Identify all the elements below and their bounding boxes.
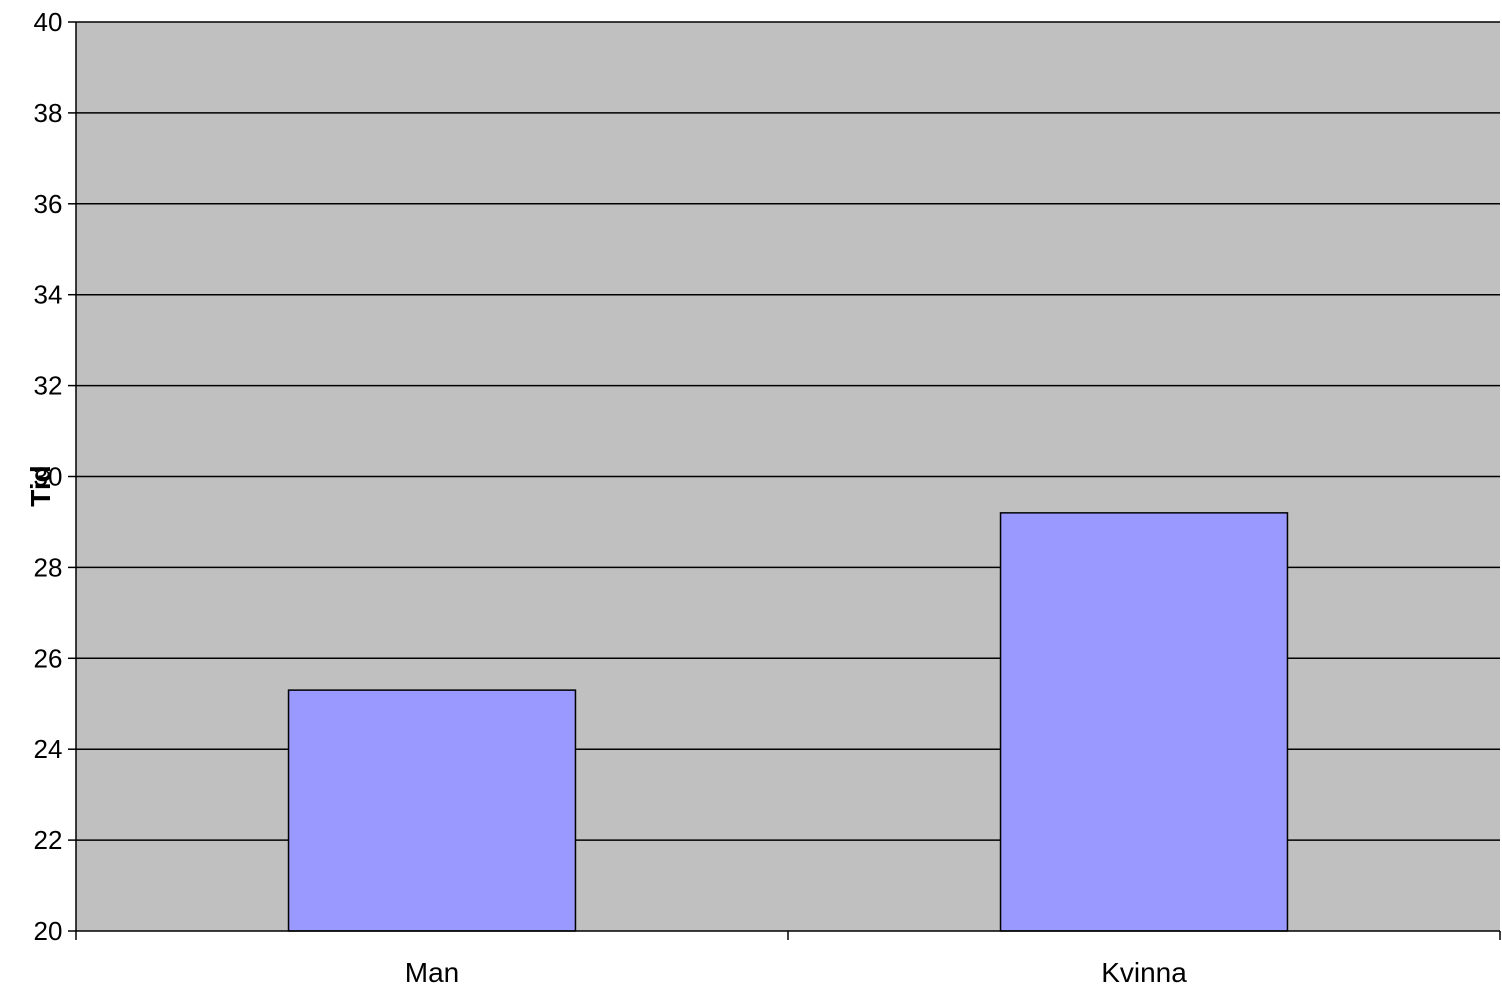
y-tick-label: 40 bbox=[34, 7, 63, 37]
y-tick-label: 38 bbox=[34, 98, 63, 128]
x-category-label: Kvinna bbox=[1101, 957, 1187, 988]
y-tick-label: 24 bbox=[34, 734, 63, 764]
gridlines bbox=[76, 21, 1500, 841]
y-tick-label: 34 bbox=[34, 280, 63, 310]
axes bbox=[68, 21, 1501, 940]
y-tick-label: 28 bbox=[34, 552, 63, 582]
y-tick-label: 32 bbox=[34, 371, 63, 401]
bar-man bbox=[287, 689, 577, 932]
y-tick-label: 30 bbox=[34, 462, 63, 492]
y-tick-label: 26 bbox=[34, 643, 63, 673]
bar-kvinna bbox=[999, 512, 1289, 932]
x-category-labels: Man Kvinna bbox=[405, 957, 1187, 988]
bars bbox=[287, 512, 1289, 932]
y-axis-title: Tid bbox=[25, 465, 56, 506]
y-tick-label: 20 bbox=[34, 916, 63, 946]
x-category-label: Man bbox=[405, 957, 459, 988]
y-tick-label: 36 bbox=[34, 189, 63, 219]
y-tick-label: 22 bbox=[34, 825, 63, 855]
y-tick-labels: 20 22 24 26 28 30 32 34 36 38 40 bbox=[34, 7, 63, 946]
